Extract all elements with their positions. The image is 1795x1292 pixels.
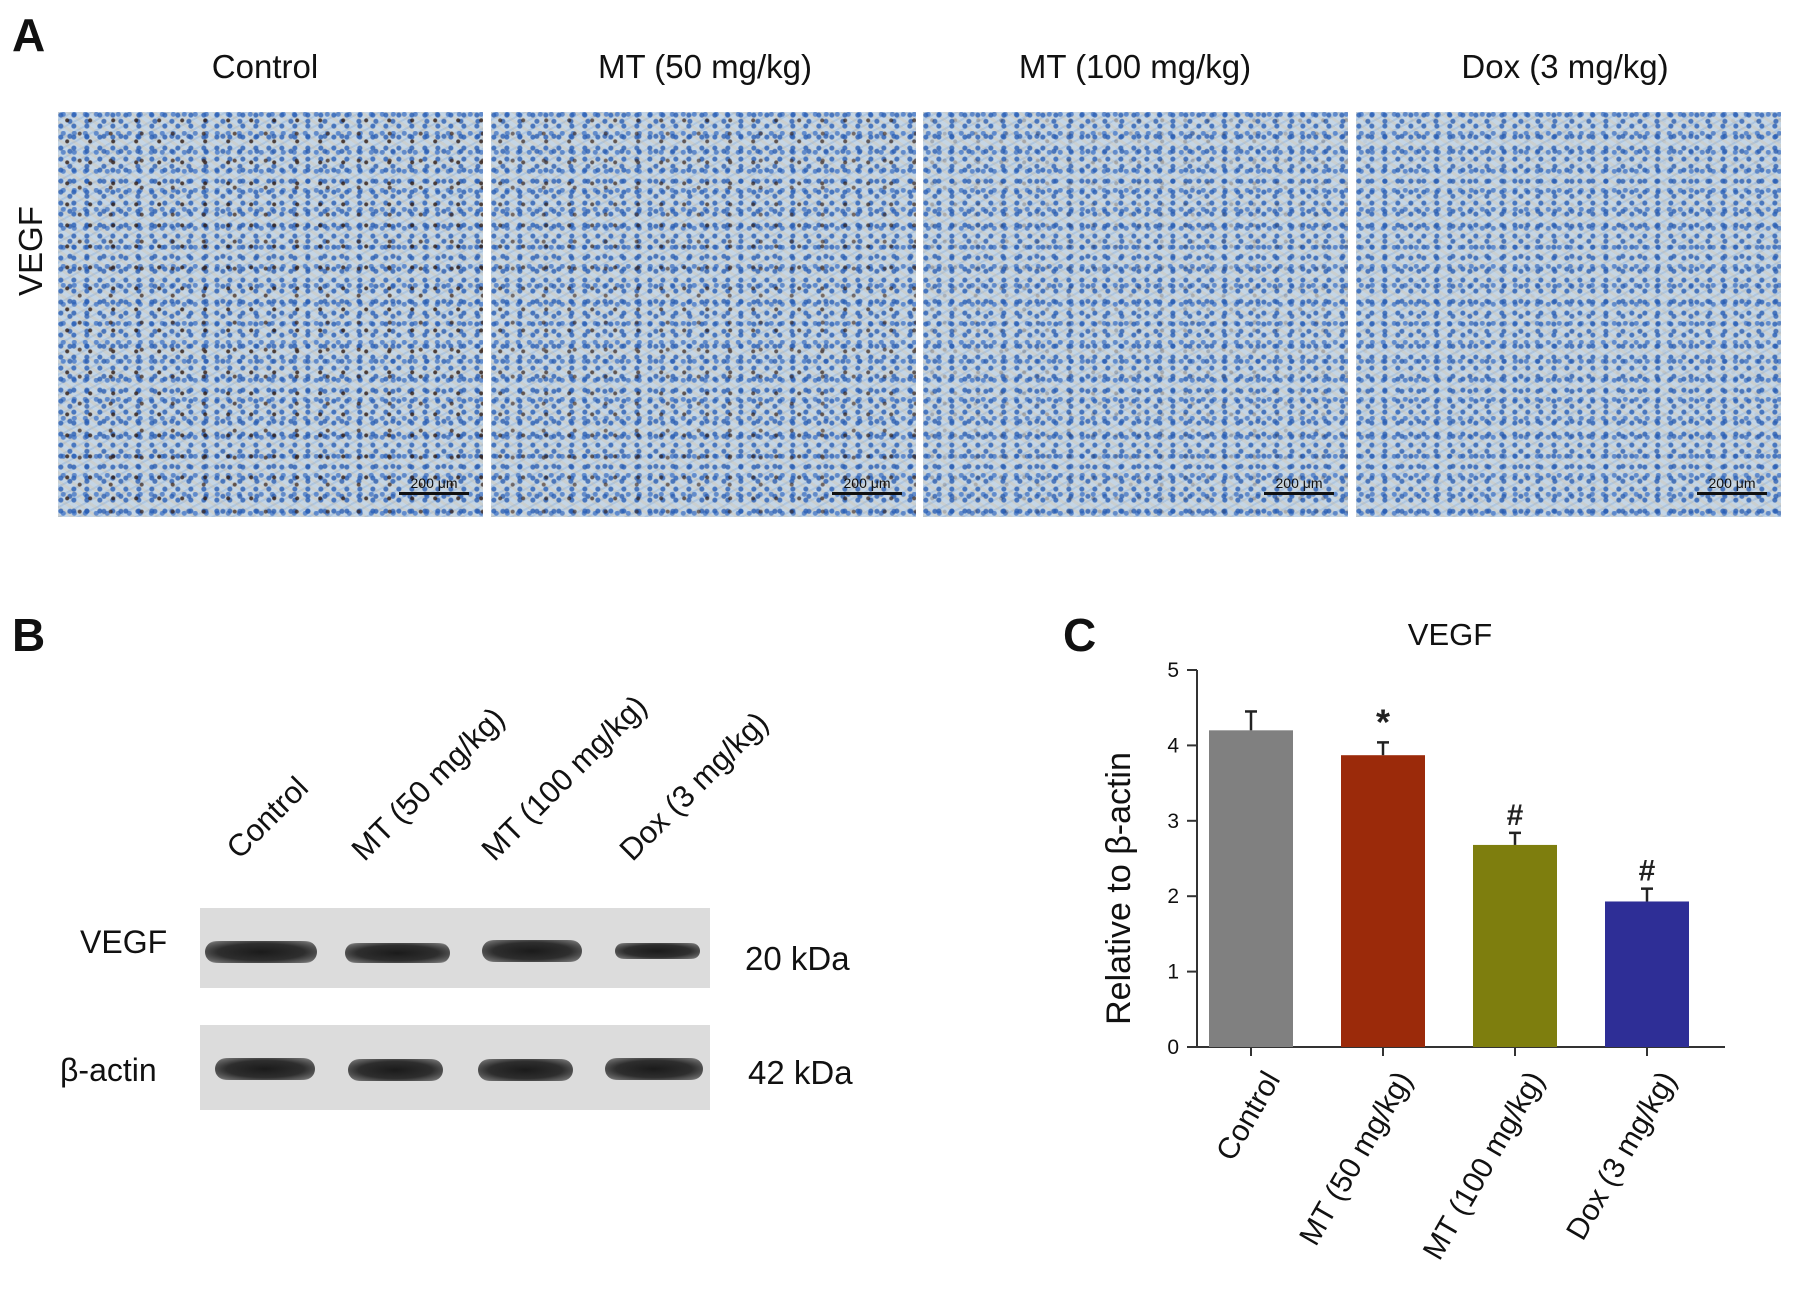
bar	[1605, 901, 1689, 1047]
y-axis-label: Relative to β-actin	[1100, 752, 1138, 1025]
molecular-weight-label: 42 kDa	[748, 1054, 853, 1091]
blot-band	[478, 1059, 573, 1081]
blot-band	[482, 940, 582, 962]
ihc-image-mt50: 200 μm	[491, 112, 916, 517]
blot-band	[605, 1058, 703, 1080]
scale-bar: 200 μm	[832, 476, 902, 495]
scale-bar: 200 μm	[1697, 476, 1767, 495]
ihc-column-title: Dox (3 mg/kg)	[1461, 48, 1669, 85]
blot-band	[215, 1058, 315, 1080]
x-tick-label: MT (50 mg/kg)	[1293, 1066, 1419, 1251]
ihc-image-dox: 200 μm	[1356, 112, 1781, 517]
y-tick-label: 4	[1167, 734, 1179, 757]
y-tick-label: 0	[1167, 1036, 1179, 1059]
dab-stain-layer	[923, 112, 1348, 517]
dab-stain-layer	[491, 112, 916, 517]
beta-actin-blot	[200, 1025, 710, 1110]
ihc-image-mt100: 200 μm	[923, 112, 1348, 517]
blot-row-label: β-actin	[60, 1052, 157, 1088]
bar	[1209, 730, 1293, 1047]
x-tick-label: MT (100 mg/kg)	[1417, 1066, 1551, 1265]
dab-stain-layer	[58, 112, 483, 517]
x-tick-label: Control	[1210, 1066, 1287, 1166]
panel-b-letter: B	[12, 609, 46, 661]
scale-bar: 200 μm	[399, 476, 469, 495]
scale-bar: 200 μm	[1264, 476, 1334, 495]
blot-row-label: VEGF	[80, 924, 168, 960]
blot-band	[345, 943, 450, 963]
panel-a-letter: A	[12, 9, 46, 61]
blot-band	[348, 1059, 443, 1081]
x-tick-label: Dox (3 mg/kg)	[1560, 1066, 1683, 1246]
ihc-column-title: MT (100 mg/kg)	[1018, 48, 1252, 85]
ihc-column-title: MT (50 mg/kg)	[598, 48, 812, 85]
chart-title: VEGF	[1408, 617, 1492, 652]
y-tick-label: 5	[1167, 659, 1179, 682]
vegf-blot	[200, 908, 710, 988]
significance-mark: #	[1639, 855, 1656, 888]
bar	[1473, 844, 1557, 1047]
y-tick-label: 1	[1167, 961, 1179, 984]
blot-band	[205, 941, 317, 963]
molecular-weight-label: 20 kDa	[745, 940, 850, 977]
blot-band	[615, 943, 700, 959]
dab-stain-layer	[1356, 112, 1781, 517]
significance-mark: *	[1376, 701, 1390, 742]
bar	[1341, 755, 1425, 1047]
ihc-column-title: Control	[211, 48, 319, 85]
ihc-image-control: 200 μm	[58, 112, 483, 517]
y-tick-label: 2	[1167, 885, 1179, 908]
significance-mark: #	[1507, 799, 1524, 832]
panel-c-letter: C	[1063, 609, 1097, 661]
y-tick-label: 3	[1167, 810, 1179, 833]
